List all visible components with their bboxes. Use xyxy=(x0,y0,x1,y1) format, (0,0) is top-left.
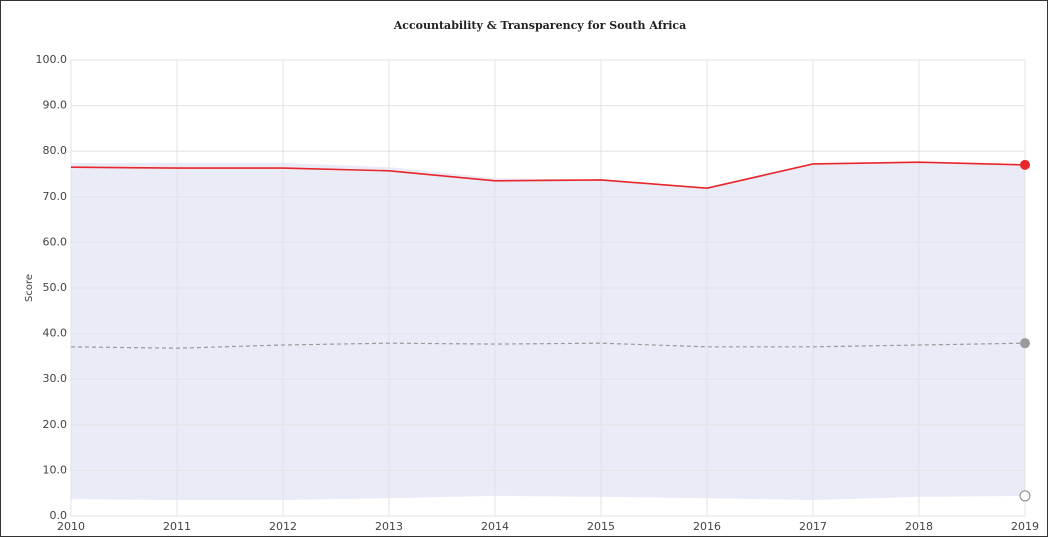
y-tick-label: 20.0 xyxy=(43,418,68,431)
end-marker xyxy=(1020,338,1030,349)
x-tick-label: 2012 xyxy=(269,520,297,533)
y-tick-label: 40.0 xyxy=(43,327,68,340)
x-tick-label: 2019 xyxy=(1011,520,1039,533)
x-tick-label: 2017 xyxy=(799,520,827,533)
y-tick-label: 100.0 xyxy=(36,53,68,66)
x-tick-label: 2016 xyxy=(693,520,721,533)
x-tick-label: 2013 xyxy=(375,520,403,533)
end-marker xyxy=(1020,159,1030,170)
x-tick-label: 2014 xyxy=(481,520,509,533)
y-tick-label: 60.0 xyxy=(43,235,68,248)
series-line xyxy=(70,342,1026,349)
x-tick-label: 2011 xyxy=(163,520,191,533)
y-tick-label: 0.0 xyxy=(50,509,68,522)
x-tick-label: 2018 xyxy=(905,520,933,533)
series-line xyxy=(70,161,1026,189)
end-marker xyxy=(1019,490,1031,502)
x-tick-label: 2010 xyxy=(57,520,85,533)
x-tick-label: 2015 xyxy=(587,520,615,533)
y-tick-label: 30.0 xyxy=(43,372,68,385)
y-tick-label: 90.0 xyxy=(43,99,68,112)
range-band xyxy=(71,162,1025,501)
y-tick-label: 70.0 xyxy=(43,190,68,203)
y-axis-label: Score xyxy=(24,274,35,302)
y-tick-label: 50.0 xyxy=(43,281,68,294)
y-tick-label: 80.0 xyxy=(43,144,68,157)
y-tick-label: 10.0 xyxy=(43,463,68,476)
chart-title: Accountability & Transparency for South … xyxy=(393,19,687,32)
